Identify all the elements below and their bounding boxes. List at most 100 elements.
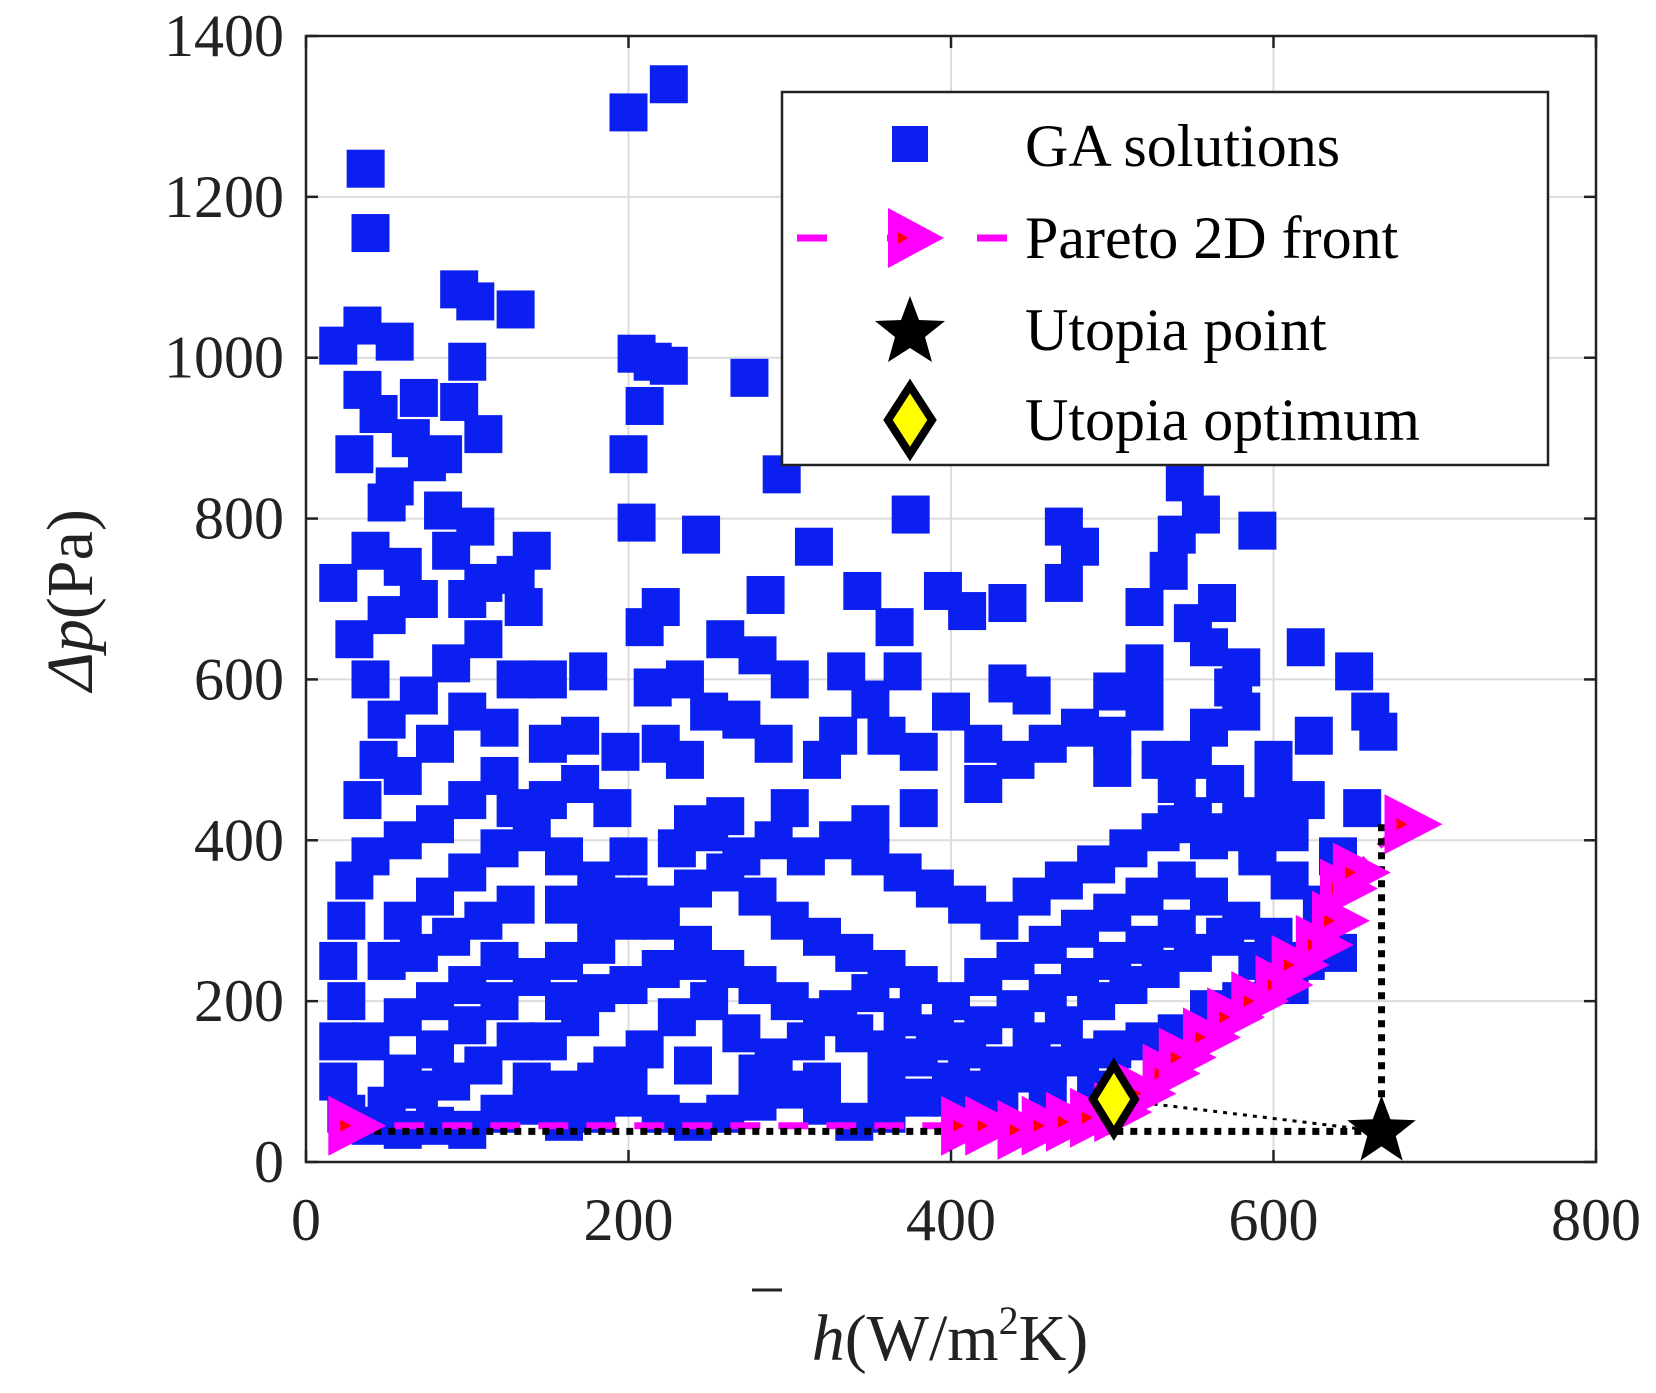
ga-solution-point bbox=[1286, 781, 1325, 820]
ga-solution-point bbox=[593, 789, 632, 828]
ga-solution-point bbox=[1125, 588, 1164, 627]
ga-solution-point bbox=[674, 941, 712, 980]
legend-ga-label: GA solutions bbox=[1025, 113, 1340, 179]
ga-solution-point bbox=[1141, 740, 1180, 779]
ga-solution-point bbox=[964, 724, 1003, 763]
ga-solution-point bbox=[690, 692, 729, 731]
legend-pareto-marker bbox=[888, 208, 944, 268]
legend: GA solutions Pareto 2D front Utopia poin… bbox=[780, 90, 1550, 467]
ga-solution-point bbox=[1270, 861, 1309, 900]
ga-solution-point bbox=[964, 958, 1003, 997]
ga-solution-point bbox=[464, 563, 503, 602]
ga-solution-point bbox=[496, 885, 535, 924]
ga-solution-point bbox=[803, 917, 841, 956]
ga-solution-point bbox=[1109, 966, 1148, 1005]
ga-solution-point bbox=[843, 571, 882, 610]
ga-solution-point bbox=[819, 716, 858, 755]
ga-solution-point bbox=[1028, 974, 1067, 1013]
ga-solution-point bbox=[512, 1062, 551, 1101]
ga-solution-point bbox=[399, 676, 438, 715]
pareto-front-point bbox=[1332, 842, 1391, 903]
utopia-optimum-marker bbox=[1088, 1057, 1140, 1141]
pareto-front-point bbox=[965, 1095, 1024, 1156]
ga-solution-point bbox=[915, 869, 954, 908]
ga-solution-point bbox=[915, 1014, 954, 1053]
ga-solution-point bbox=[496, 789, 535, 828]
ga-solution-point bbox=[1206, 917, 1245, 956]
ga-solution-point bbox=[1222, 797, 1261, 836]
pareto-front-point-center bbox=[977, 1119, 989, 1132]
ga-solution-point bbox=[383, 901, 422, 940]
ga-solution-point bbox=[722, 700, 761, 739]
pareto-front-point-center bbox=[1396, 818, 1408, 831]
ga-solution-point bbox=[351, 1022, 390, 1061]
ga-solution-point bbox=[1093, 716, 1132, 755]
ga-solution-point bbox=[609, 1054, 648, 1093]
ga-solution-point bbox=[883, 853, 922, 892]
ga-solution-point bbox=[480, 756, 519, 795]
ga-solution-point bbox=[746, 575, 785, 614]
x-tick-label: 400 bbox=[906, 1187, 996, 1253]
ga-solution-point bbox=[1238, 511, 1277, 550]
legend-utopia-label: Utopia point bbox=[1025, 297, 1327, 363]
ga-solution-point bbox=[464, 901, 503, 940]
ga-solution-point bbox=[835, 933, 874, 972]
ga-solution-point bbox=[690, 982, 729, 1021]
x-axis-symbol: h bbox=[812, 1302, 845, 1375]
ga-solution-point bbox=[754, 821, 793, 860]
ga-solution-point bbox=[738, 966, 777, 1005]
ga-solution-point bbox=[851, 680, 890, 719]
ga-solution-point bbox=[496, 1022, 535, 1061]
legend-optimum-marker bbox=[883, 378, 937, 462]
ga-solution-point bbox=[674, 1102, 712, 1141]
ga-solution-point bbox=[867, 1030, 906, 1069]
ga-solution-point bbox=[464, 1046, 503, 1085]
ga-solution-point bbox=[577, 974, 616, 1013]
ga-solution-point bbox=[657, 998, 696, 1037]
ga-solution-point bbox=[738, 877, 777, 916]
ga-solution-point bbox=[722, 1014, 761, 1053]
ga-solution-point bbox=[1157, 805, 1196, 844]
ga-solution-point bbox=[448, 342, 487, 381]
ga-solution-point bbox=[891, 495, 930, 534]
ga-solution-point bbox=[1351, 692, 1390, 731]
pareto-front-point-center bbox=[1009, 1123, 1021, 1136]
ga-solution-point bbox=[416, 982, 454, 1021]
pareto-front-point bbox=[328, 1095, 387, 1156]
legend-pareto-center bbox=[898, 232, 908, 244]
ga-solution-point bbox=[786, 837, 825, 876]
ga-solution-point bbox=[367, 941, 406, 980]
ga-solution-point bbox=[609, 966, 648, 1005]
ga-solution-point bbox=[1012, 1022, 1051, 1061]
ga-solution-point bbox=[851, 837, 890, 876]
ga-solution-point bbox=[416, 805, 454, 844]
x-tick-label: 800 bbox=[1551, 1187, 1641, 1253]
ga-solution-point bbox=[528, 660, 567, 699]
ga-solution-point bbox=[577, 1062, 616, 1101]
y-tick-label: 0 bbox=[254, 1129, 284, 1195]
ga-solution-point bbox=[319, 941, 358, 980]
ga-solution-point bbox=[899, 732, 938, 771]
x-axis-label: h(W/m2K) bbox=[812, 1298, 1089, 1375]
x-tick-label: 200 bbox=[584, 1187, 674, 1253]
pareto-front-point-center bbox=[1170, 1051, 1182, 1064]
ga-solution-point bbox=[625, 386, 664, 425]
ga-solution-point bbox=[665, 660, 704, 699]
ga-solution-point bbox=[577, 861, 616, 900]
ga-solution-point bbox=[1044, 563, 1083, 602]
ga-solution-point bbox=[424, 435, 463, 474]
y-axis-symbol: Δp bbox=[34, 619, 107, 694]
ga-solution-point bbox=[367, 596, 406, 635]
ga-solution-point bbox=[399, 1070, 438, 1109]
legend-pareto-label: Pareto 2D front bbox=[1025, 205, 1399, 271]
ga-solution-point bbox=[545, 885, 583, 924]
ga-solution-point bbox=[319, 563, 358, 602]
ga-solution-point bbox=[899, 1078, 938, 1117]
ga-solution-point bbox=[867, 1066, 906, 1105]
y-tick-label: 1000 bbox=[164, 325, 284, 391]
ga-solution-point bbox=[1077, 982, 1116, 1021]
pareto-front-point-center bbox=[1323, 914, 1335, 927]
ga-solution-point bbox=[512, 958, 551, 997]
ga-solution-point bbox=[383, 547, 422, 586]
